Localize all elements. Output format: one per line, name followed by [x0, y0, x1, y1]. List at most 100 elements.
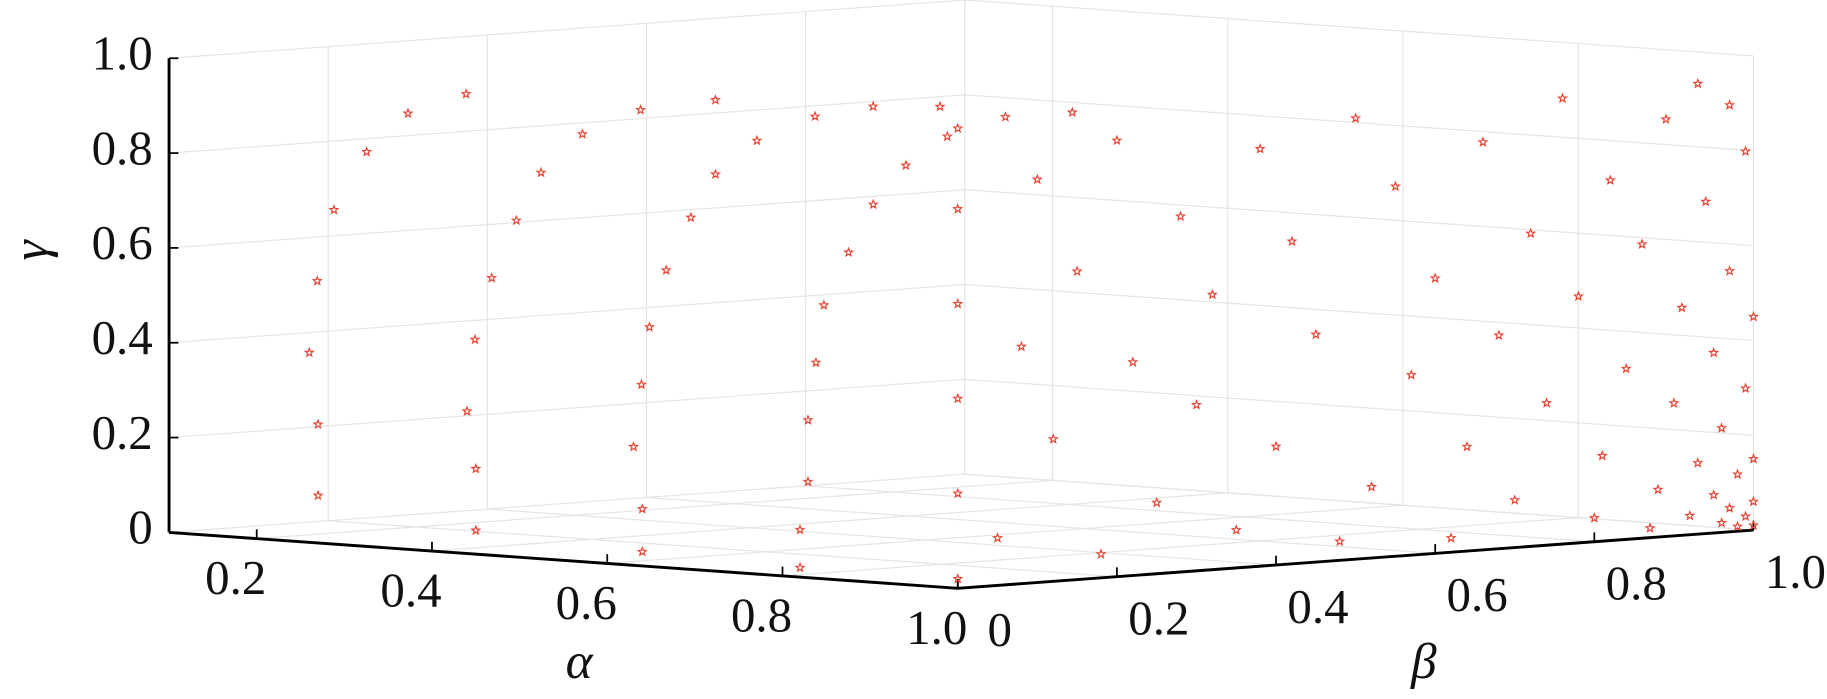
data-point — [636, 545, 648, 557]
data-point — [1350, 112, 1362, 123]
y-grid-line — [805, 11, 1595, 543]
y-grid-line — [964, 0, 1754, 531]
data-point — [1747, 310, 1760, 322]
data-point — [1493, 329, 1505, 341]
data-point — [1668, 397, 1680, 408]
y-grid-line — [486, 34, 1277, 566]
data-point — [469, 333, 481, 345]
data-point — [461, 405, 473, 417]
data-point — [685, 211, 697, 223]
data-point — [634, 104, 647, 115]
data-point — [1556, 92, 1569, 104]
x-tick-label: 0.4 — [380, 563, 441, 618]
x-tick-label: 0.8 — [731, 587, 792, 642]
data-point — [794, 523, 806, 535]
data-point — [867, 100, 879, 112]
data-point — [635, 378, 648, 390]
data-point — [1254, 143, 1266, 154]
data-point — [1588, 512, 1600, 523]
data-point — [1724, 265, 1736, 276]
z-grid-line — [169, 94, 1754, 154]
data-point — [952, 297, 964, 309]
x-axis-title: α — [566, 633, 594, 690]
data-point — [1724, 99, 1736, 110]
data-point — [1731, 468, 1744, 480]
data-point — [794, 561, 806, 573]
z-grid-line — [169, 0, 1754, 59]
data-point — [1731, 520, 1744, 532]
data-point — [1031, 173, 1043, 185]
data-point — [802, 414, 814, 425]
x-tick-label: 0.6 — [556, 575, 617, 630]
x-grid-line — [431, 18, 1229, 552]
data-point — [1525, 227, 1537, 239]
y-axis — [957, 528, 1754, 590]
data-point — [1175, 210, 1187, 222]
data-point — [402, 107, 414, 119]
data-point — [952, 392, 964, 404]
data-point — [1747, 453, 1760, 464]
data-point — [1747, 495, 1760, 507]
data-point — [1708, 346, 1720, 358]
data-point — [1405, 369, 1417, 380]
data-point — [1151, 496, 1163, 508]
data-point — [1477, 136, 1489, 147]
data-point — [535, 166, 547, 178]
data-point — [460, 88, 472, 99]
data-point — [1095, 548, 1107, 559]
data-point — [312, 418, 324, 430]
data-point — [1684, 509, 1696, 521]
data-point — [1389, 180, 1401, 192]
data-point — [1445, 532, 1457, 543]
data-point — [941, 130, 953, 142]
y-tick-label: 0.4 — [1287, 579, 1348, 634]
data-point — [709, 168, 722, 180]
data-point — [627, 440, 640, 452]
data-point — [1700, 195, 1712, 207]
data-point — [1572, 290, 1584, 302]
data-point — [952, 122, 964, 134]
data-point — [1206, 288, 1218, 300]
data-point — [802, 475, 814, 487]
data-point — [1739, 145, 1752, 157]
data-point — [303, 346, 315, 358]
data-point — [312, 489, 324, 501]
data-point — [1739, 510, 1752, 522]
data-point — [1604, 174, 1616, 185]
data-point — [1644, 522, 1656, 533]
z-tick-label: 0.4 — [92, 310, 153, 365]
data-point — [1636, 238, 1648, 249]
z-grid-line — [169, 283, 1754, 344]
y-grid-line — [645, 23, 1436, 554]
data-point — [576, 128, 589, 139]
z-tick-label: 0.6 — [92, 215, 153, 270]
data-point — [1676, 301, 1688, 313]
z-grid-line — [169, 378, 1754, 439]
data-point — [660, 264, 672, 275]
data-point — [1429, 272, 1441, 284]
data-point — [818, 299, 830, 310]
data-point — [1692, 457, 1704, 468]
data-point — [1716, 517, 1728, 528]
y-grid-line — [168, 58, 958, 589]
data-point — [643, 321, 656, 332]
data-point — [1015, 340, 1027, 352]
data-point — [1724, 502, 1736, 513]
x-tick-label: 0.2 — [205, 550, 266, 605]
data-point — [361, 146, 373, 157]
z-axis-title: γ — [2, 239, 59, 261]
z-tick-label: 0.8 — [92, 120, 153, 175]
data-point — [1111, 134, 1123, 146]
data-point — [1716, 422, 1728, 433]
data-point — [952, 203, 964, 214]
y-tick-label: 0.6 — [1447, 567, 1508, 622]
data-point — [1461, 440, 1473, 452]
data-point — [486, 272, 498, 283]
y-axis-title: β — [1410, 633, 1437, 690]
data-point — [843, 246, 855, 258]
x-grid-line — [256, 6, 1053, 540]
x-tick-label: 1.0 — [906, 600, 967, 655]
data-point — [999, 111, 1011, 122]
data-point — [1071, 265, 1083, 277]
